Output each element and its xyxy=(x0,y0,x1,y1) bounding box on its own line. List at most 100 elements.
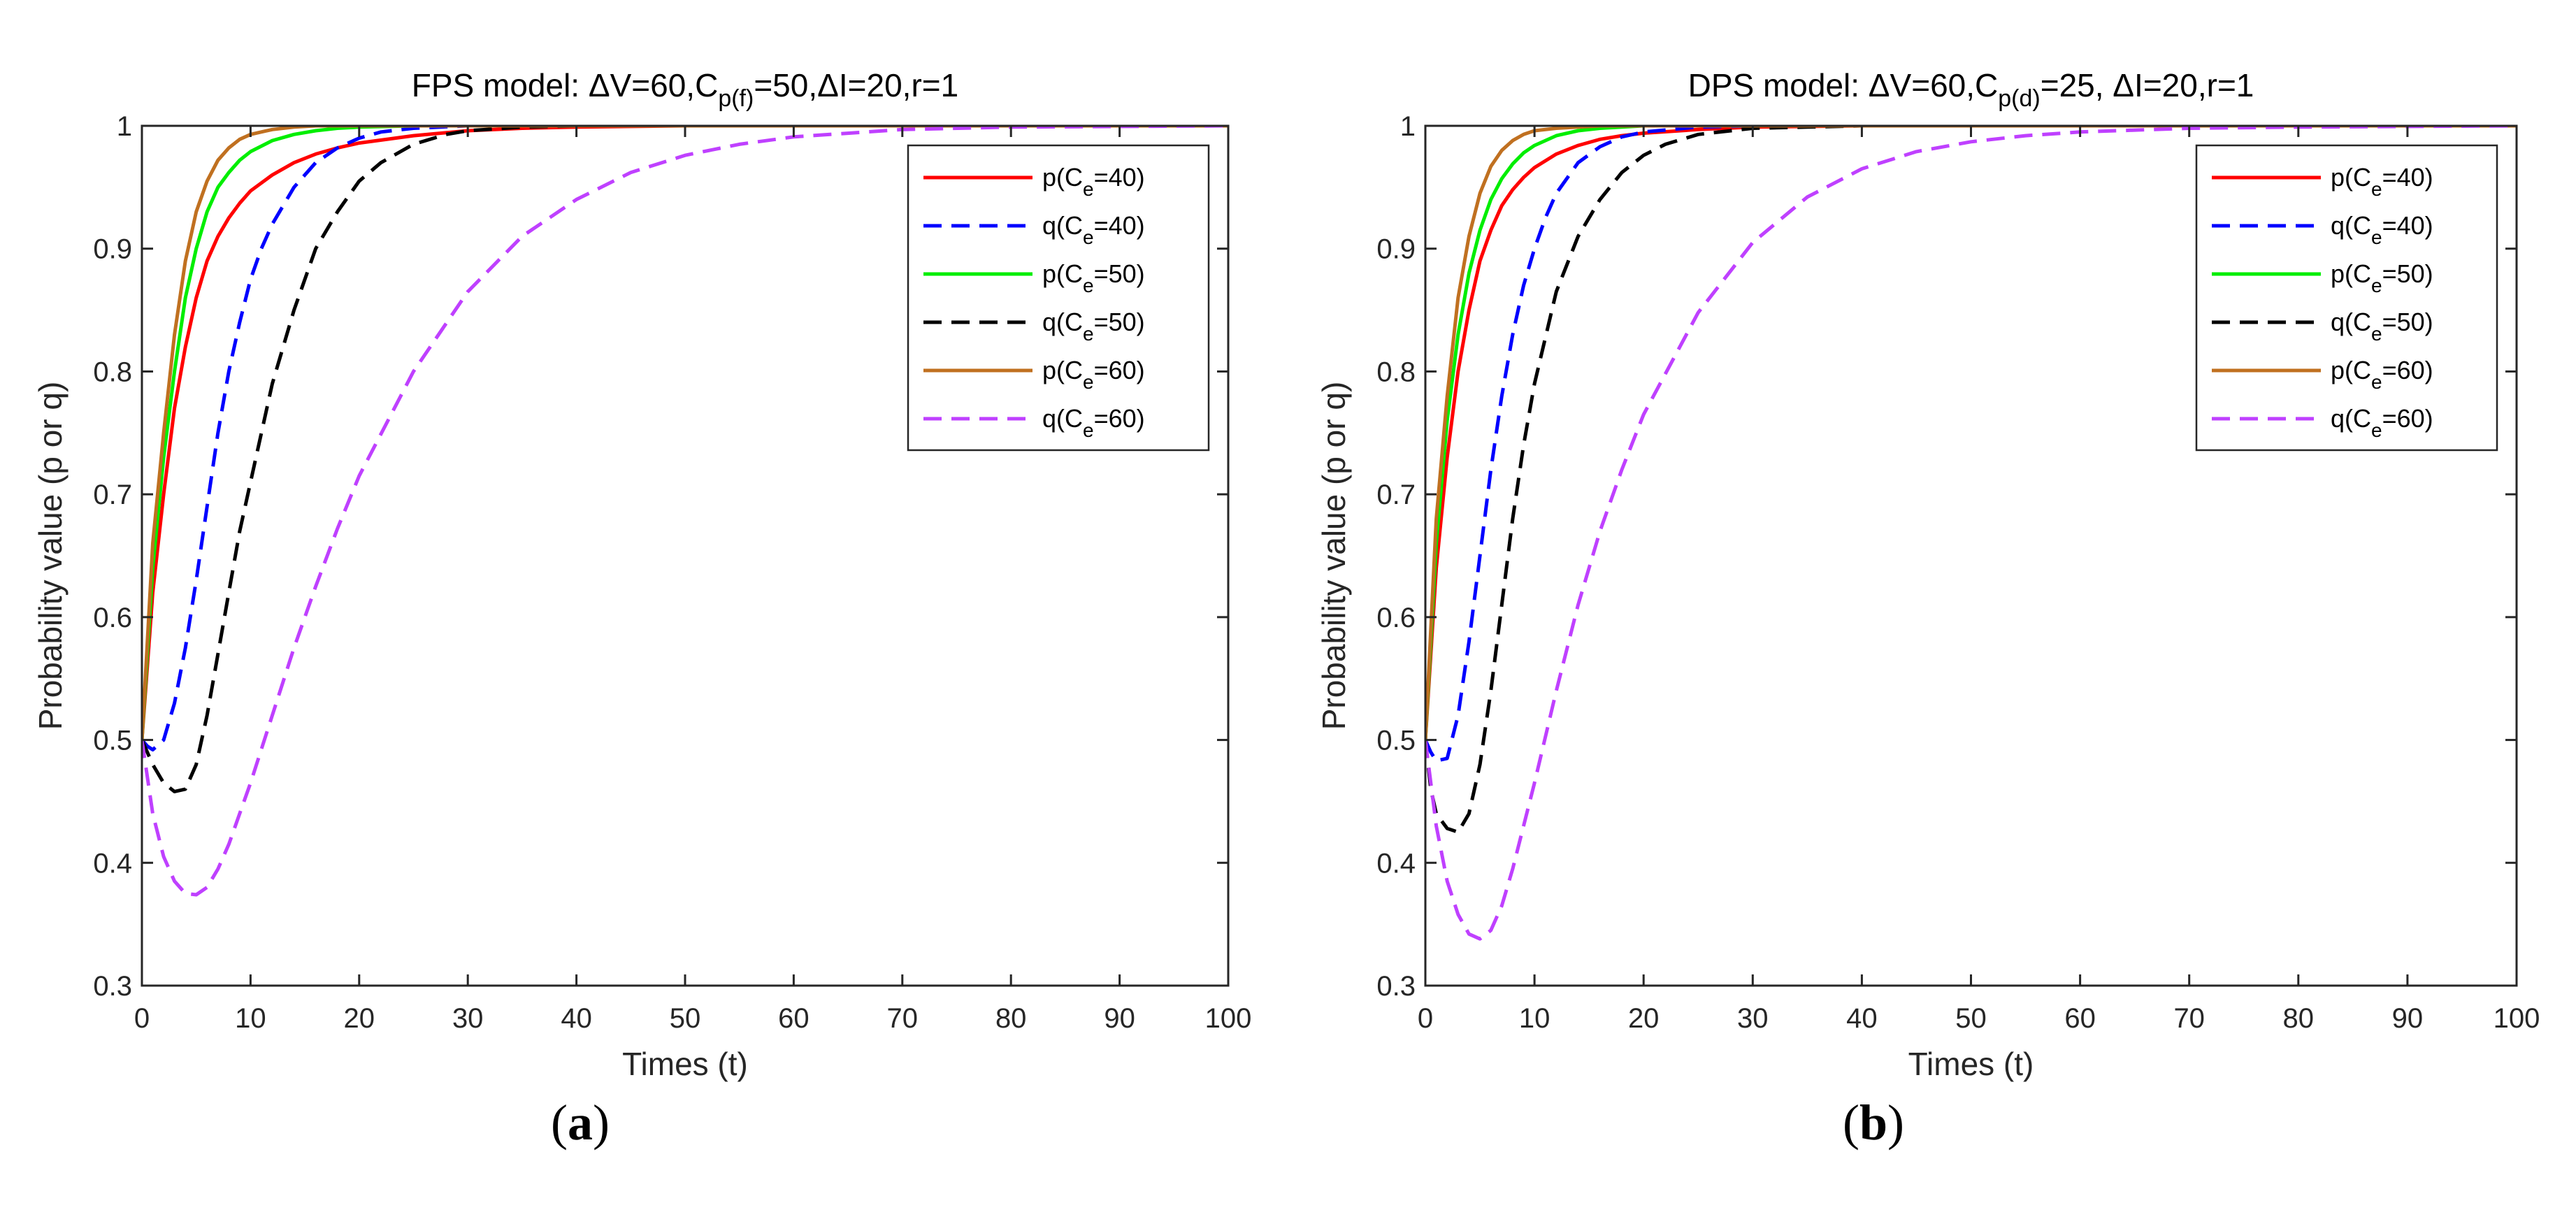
chart-b-legend-0-label: p(Ce=40) xyxy=(2331,163,2433,200)
chart-a-legend-0-label: p(Ce=40) xyxy=(1042,163,1145,200)
chart-a-xtick-5-label: 50 xyxy=(670,1003,701,1034)
chart-b-xtick-1-label: 10 xyxy=(1519,1003,1550,1034)
chart-a-legend-5-label: q(Ce=60) xyxy=(1042,404,1145,441)
chart-b-xtick-5-label: 50 xyxy=(1955,1003,1987,1034)
chart-b-xtick-10-label: 100 xyxy=(2494,1003,2540,1034)
chart-a-legend-1-label-part-2: =40) xyxy=(1094,211,1145,240)
chart-b-xtick-3-label: 30 xyxy=(1737,1003,1769,1034)
chart-b-legend-5-label-part-1: e xyxy=(2371,419,2382,441)
chart-a-legend-4-label-part-2: =60) xyxy=(1094,356,1145,384)
chart-b-xlabel: Times (t) xyxy=(1908,1046,2034,1082)
chart-b-ytick-6-label: 0.9 xyxy=(1376,234,1416,265)
chart-b-legend-0-label-part-2: =40) xyxy=(2382,163,2433,192)
chart-b-ytick-7-label: 1 xyxy=(1400,111,1416,142)
chart-a-legend-1-label-part-1: e xyxy=(1083,226,1094,248)
chart-a-series-4-line xyxy=(142,126,1228,740)
chart-b-legend-4-label-part-1: e xyxy=(2371,371,2382,393)
chart-a-legend-1-label-part-0: q(C xyxy=(1042,211,1083,240)
chart-a-ylabel: Probability value (p or q) xyxy=(32,382,69,730)
chart-a-xlabel: Times (t) xyxy=(622,1046,748,1082)
chart-a-legend-3-label: q(Ce=50) xyxy=(1042,308,1145,345)
chart-a-xtick-10-label: 100 xyxy=(1205,1003,1252,1034)
chart-b-ytick-0-label: 0.3 xyxy=(1376,971,1416,1002)
chart-b-legend-2-label: p(Ce=50) xyxy=(2331,259,2433,296)
chart-a-ytick-5-label: 0.8 xyxy=(93,356,132,387)
chart-a-title-part-1: p(f) xyxy=(718,85,754,112)
chart-a-xtick-0-label: 0 xyxy=(134,1003,150,1034)
chart-b: 0 10 20 30 40 50 60 70 80 90 100 0.3 0.4 0.5 0.6 0.7 0.8… xyxy=(1316,67,2540,1082)
chart-a-ytick-3-label: 0.6 xyxy=(93,603,132,633)
chart-b-ytick-4-label: 0.7 xyxy=(1376,480,1416,510)
chart-a-legend-2-label-part-1: e xyxy=(1083,275,1094,296)
chart-b-legend-3-label-part-0: q(C xyxy=(2331,308,2371,336)
chart-b-xtick-4-label: 40 xyxy=(1846,1003,1878,1034)
chart-a-legend: p(Ce=40)q(Ce=40)p(Ce=50)q(Ce=50)p(Ce=60)… xyxy=(907,144,1210,452)
chart-a-legend-3-label-part-2: =50) xyxy=(1094,308,1145,336)
chart-b-xtick-0-label: 0 xyxy=(1418,1003,1433,1034)
chart-b-ylabel: Probability value (p or q) xyxy=(1316,382,1352,730)
chart-a-xtick-9-label: 90 xyxy=(1104,1003,1135,1034)
caption-b-letter: b xyxy=(1859,1095,1888,1151)
caption-b-close: ) xyxy=(1887,1095,1904,1151)
chart-a-legend-0-label-part-1: e xyxy=(1083,178,1094,200)
chart-b-legend-1-label-part-2: =40) xyxy=(2382,211,2433,240)
chart-a: 0 10 20 30 40 50 60 70 80 90 100 0.3 0.4 0.5 0.6 0.7 0.8… xyxy=(32,67,1251,1082)
chart-a-ytick-1-label: 0.4 xyxy=(93,848,132,879)
chart-b-ytick-3-label: 0.6 xyxy=(1376,603,1416,633)
chart-a-ytick-4-label: 0.7 xyxy=(93,480,132,510)
chart-a-ytick-2-label: 0.5 xyxy=(93,726,132,756)
chart-b-legend-5-label-part-0: q(C xyxy=(2331,404,2371,433)
chart-a-series-3-line xyxy=(142,126,1228,793)
chart-a-legend-2-label-part-0: p(C xyxy=(1042,259,1083,288)
chart-b-legend-4-label-part-0: p(C xyxy=(2331,356,2371,384)
chart-b-legend-0-label-part-1: e xyxy=(2371,178,2382,200)
chart-b-legend-2-label-part-0: p(C xyxy=(2331,259,2371,288)
chart-a-legend-2-label: p(Ce=50) xyxy=(1042,259,1145,296)
chart-b-legend-5-label-part-2: =60) xyxy=(2382,404,2433,433)
caption-a-letter: a xyxy=(568,1095,593,1151)
chart-b-title-part-1: p(d) xyxy=(1998,85,2040,112)
chart-a-ytick-0-label: 0.3 xyxy=(93,971,132,1002)
chart-b-series-1-line xyxy=(1425,126,2517,763)
chart-b-xtick-8-label: 80 xyxy=(2283,1003,2315,1034)
caption-b: (b) xyxy=(1769,1094,1978,1152)
chart-b-legend-0-label-part-0: p(C xyxy=(2331,163,2371,192)
chart-b-title-part-0: DPS model: ΔV=60,C xyxy=(1688,67,1999,103)
chart-a-series-5-line xyxy=(142,126,1228,897)
chart-b-series-3-line xyxy=(1425,126,2517,834)
chart-b-legend-5-label: q(Ce=60) xyxy=(2331,404,2433,441)
chart-b-legend-2-label-part-1: e xyxy=(2371,275,2382,296)
chart-b-series-0-line xyxy=(1425,126,2517,740)
chart-a-legend-2-label-part-2: =50) xyxy=(1094,259,1145,288)
chart-a-xtick-2-label: 20 xyxy=(344,1003,375,1034)
chart-b-title: DPS model: ΔV=60,Cp(d)=25, ΔI=20,r=1 xyxy=(1688,67,2254,112)
caption-b-open: ( xyxy=(1842,1095,1859,1151)
chart-b-legend-box xyxy=(2195,144,2498,452)
chart-b-ytick-2-label: 0.5 xyxy=(1376,726,1416,756)
chart-a-xtick-1-label: 10 xyxy=(235,1003,266,1034)
chart-a-legend-4-label-part-1: e xyxy=(1083,371,1094,393)
chart-a-legend-5-label-part-2: =60) xyxy=(1094,404,1145,433)
chart-a-xtick-3-label: 30 xyxy=(452,1003,484,1034)
chart-b-legend-3-label-part-2: =50) xyxy=(2382,308,2433,336)
chart-b-xtick-7-label: 70 xyxy=(2173,1003,2205,1034)
chart-b-ytick-5-label: 0.8 xyxy=(1376,356,1416,387)
chart-a-title: FPS model: ΔV=60,Cp(f)=50,ΔI=20,r=1 xyxy=(412,67,958,112)
caption-a-close: ) xyxy=(593,1095,610,1151)
chart-a-ytick-6-label: 0.9 xyxy=(93,234,132,265)
chart-a-legend-3-label-part-1: e xyxy=(1083,323,1094,345)
chart-a-xtick-8-label: 80 xyxy=(995,1003,1027,1034)
chart-b-ytick-1-label: 0.4 xyxy=(1376,848,1416,879)
chart-a-legend-0-label-part-0: p(C xyxy=(1042,163,1083,192)
chart-b-xtick-6-label: 60 xyxy=(2064,1003,2096,1034)
chart-b-legend-4-label-part-2: =60) xyxy=(2382,356,2433,384)
chart-a-legend-4-label: p(Ce=60) xyxy=(1042,356,1145,393)
chart-b-legend: p(Ce=40)q(Ce=40)p(Ce=50)q(Ce=50)p(Ce=60)… xyxy=(2195,144,2498,452)
chart-b-series-4-line xyxy=(1425,126,2517,740)
chart-a-legend-0-label-part-2: =40) xyxy=(1094,163,1145,192)
chart-b-legend-1-label-part-0: q(C xyxy=(2331,211,2371,240)
chart-a-legend-1-label: q(Ce=40) xyxy=(1042,211,1145,248)
chart-a-legend-5-label-part-1: e xyxy=(1083,419,1094,441)
chart-a-xtick-4-label: 40 xyxy=(561,1003,592,1034)
